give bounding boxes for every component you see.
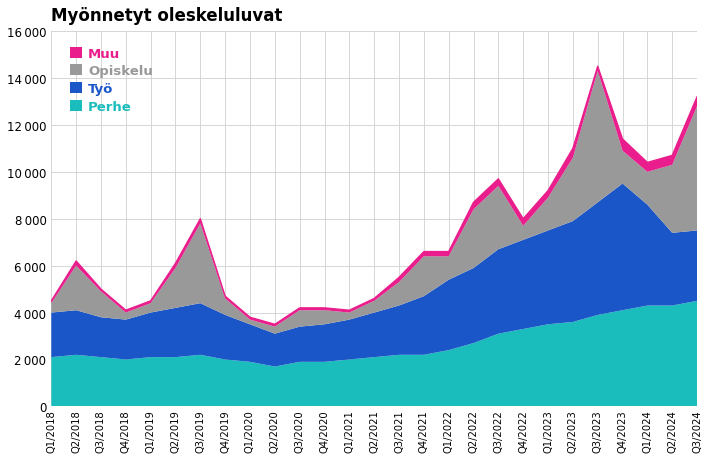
Text: Myönnetyt oleskeluluvat: Myönnetyt oleskeluluvat — [51, 7, 283, 25]
Legend: Muu, Opiskelu, Työ, Perhe: Muu, Opiskelu, Työ, Perhe — [65, 42, 158, 119]
